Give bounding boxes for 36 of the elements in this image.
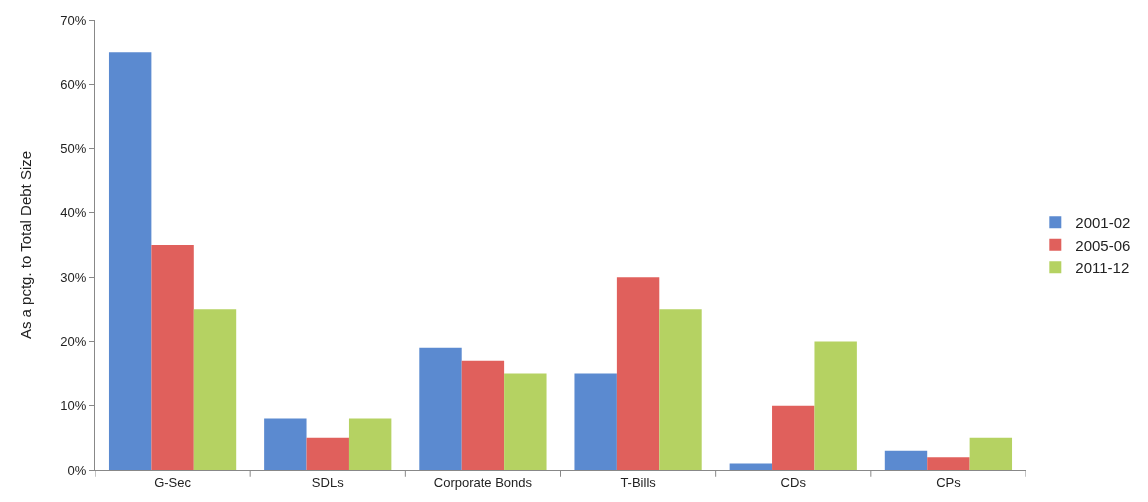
legend-label: 2005-06	[1075, 236, 1131, 254]
bar	[151, 245, 194, 470]
x-tick-label: SDLs	[311, 474, 345, 490]
x-tick-label: G-Sec	[154, 474, 192, 490]
bar	[772, 405, 815, 470]
bar	[108, 52, 152, 470]
y-tick-label: 60%	[60, 76, 87, 92]
bar	[729, 463, 773, 470]
legend-label: 2001-02	[1075, 214, 1131, 232]
bar	[419, 347, 462, 470]
bar	[659, 309, 702, 470]
y-tick-label: 20%	[60, 333, 87, 349]
y-tick-label: 10%	[60, 398, 87, 414]
bar	[927, 457, 970, 470]
bar	[461, 360, 505, 470]
x-tick-label: CDs	[780, 474, 807, 490]
bar	[348, 418, 392, 470]
bar	[969, 437, 1013, 470]
x-tick-label: CPs	[936, 474, 962, 490]
bar	[306, 437, 349, 470]
bar	[504, 373, 547, 470]
y-tick-label: 30%	[60, 269, 87, 285]
bar	[884, 450, 928, 470]
legend-label: 2011-12	[1075, 259, 1130, 277]
y-tick-label: 0%	[67, 462, 87, 478]
y-tick-label: 70%	[60, 12, 87, 28]
bar	[193, 309, 237, 470]
y-tick-label: 40%	[60, 205, 87, 221]
bar	[264, 418, 307, 470]
x-tick-label: T-Bills	[620, 474, 657, 490]
bar	[616, 277, 660, 470]
y-axis-title: As a pctg. to Total Debt Size	[16, 150, 34, 340]
bar	[814, 341, 857, 470]
bar	[574, 373, 617, 470]
x-tick-label: Corporate Bonds	[433, 474, 533, 490]
y-tick-label: 50%	[60, 141, 87, 157]
